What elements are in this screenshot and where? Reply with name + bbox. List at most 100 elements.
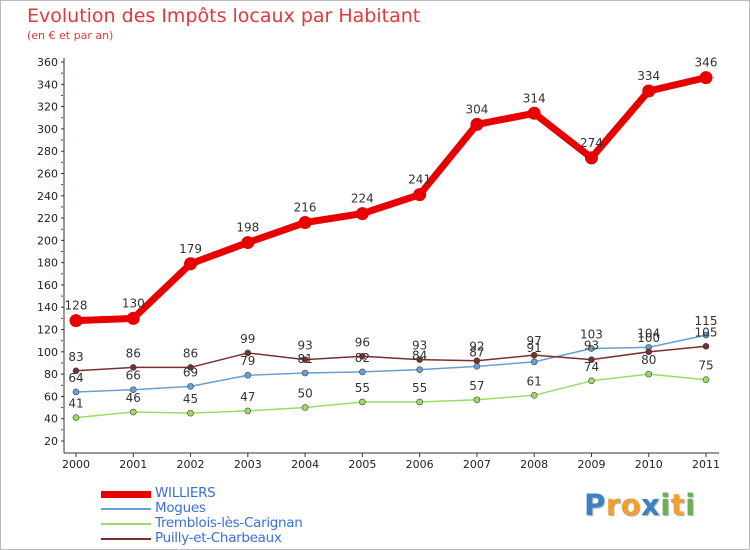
y-tick-label: 140 [37, 301, 58, 314]
y-tick-label: 220 [37, 212, 58, 225]
data-label: 91 [527, 341, 542, 355]
data-label: 87 [469, 345, 484, 359]
data-label: 100 [637, 331, 660, 345]
data-point [416, 366, 423, 373]
data-label: 45 [183, 392, 198, 406]
series-line-1 [72, 74, 710, 325]
legend-swatch [101, 490, 151, 498]
series-line-3 [75, 373, 707, 419]
data-label: 64 [68, 371, 83, 385]
data-label: 93 [584, 339, 599, 353]
data-label: 334 [637, 69, 660, 83]
data-point [473, 357, 481, 365]
y-tick-label: 60 [44, 390, 58, 403]
y-tick-label: 20 [44, 435, 58, 448]
data-label: 93 [412, 339, 427, 353]
data-label: 61 [527, 374, 542, 388]
data-label: 92 [469, 340, 484, 354]
data-point [187, 364, 194, 371]
x-tick-label: 2001 [119, 458, 147, 471]
data-point [413, 188, 427, 202]
data-label: 41 [68, 397, 83, 411]
data-label: 314 [523, 91, 546, 105]
data-label: 224 [351, 192, 374, 206]
data-label: 128 [65, 299, 88, 313]
data-label: 82 [355, 351, 370, 365]
y-tick-label: 340 [37, 78, 58, 91]
data-label: 274 [580, 136, 603, 150]
legend-swatch [101, 508, 151, 510]
legend-label: WILLIERS [155, 485, 216, 501]
data-label: 50 [297, 387, 312, 401]
y-tick-label: 360 [37, 56, 58, 69]
data-point [588, 377, 595, 385]
data-label: 93 [297, 339, 312, 353]
x-tick-label: 2000 [62, 458, 90, 471]
legend-label: Puilly-et-Charbeaux [155, 530, 282, 546]
data-label: 96 [355, 335, 370, 349]
x-tick-label: 2003 [234, 458, 262, 471]
chart-subtitle: (en € et par an) [27, 29, 114, 42]
data-point [244, 407, 252, 415]
data-point [359, 398, 366, 406]
data-point [126, 311, 140, 325]
chart-title: Evolution des Impôts locaux par Habitant [27, 5, 421, 27]
data-label: 241 [408, 173, 431, 187]
y-tick-label: 260 [37, 167, 58, 180]
data-label: 80 [641, 353, 656, 367]
data-point [702, 342, 710, 350]
data-label: 304 [465, 102, 488, 116]
data-label: 46 [126, 391, 141, 405]
data-point [702, 331, 710, 339]
data-label: 75 [698, 359, 713, 373]
data-label: 86 [183, 346, 198, 360]
logo-letter: P [584, 488, 606, 522]
data-point [184, 257, 198, 271]
y-tick-label: 200 [37, 234, 58, 247]
logo-letter: o [620, 488, 642, 522]
x-tick-label: 2011 [692, 458, 720, 471]
data-point [473, 363, 481, 370]
data-point [72, 414, 80, 421]
x-tick-label: 2010 [635, 458, 663, 471]
data-point [129, 386, 137, 394]
y-tick-label: 240 [37, 190, 58, 203]
data-point [699, 71, 713, 85]
y-tick-label: 120 [37, 324, 58, 337]
y-tick-label: 40 [44, 413, 58, 426]
data-point [359, 352, 366, 360]
x-tick-label: 2007 [463, 458, 491, 471]
data-label: 69 [183, 365, 198, 379]
data-label: 103 [580, 327, 603, 341]
data-label: 104 [637, 326, 660, 340]
data-point [588, 356, 595, 363]
data-point [301, 404, 309, 411]
data-point [416, 356, 423, 363]
data-label: 105 [695, 325, 718, 339]
data-label: 66 [126, 369, 141, 383]
proxiti-logo: Proxiti [584, 488, 696, 522]
logo-letter: i [660, 488, 671, 522]
y-tick-label: 180 [37, 257, 58, 270]
data-point [129, 364, 137, 371]
data-label: 47 [240, 390, 255, 404]
x-tick-label: 2005 [348, 458, 376, 471]
x-tick-label: 2009 [577, 458, 605, 471]
data-point [702, 376, 710, 383]
data-point [588, 345, 595, 352]
data-point [642, 84, 656, 98]
data-point [473, 396, 481, 404]
data-label: 216 [294, 201, 317, 215]
data-point [244, 371, 252, 379]
y-tick-label: 320 [37, 101, 58, 114]
logo-letter: r [605, 488, 621, 522]
legend-label: Tremblois-lès-Carignan [155, 515, 303, 531]
data-label: 74 [584, 360, 599, 374]
data-point [301, 356, 309, 363]
data-point [355, 207, 369, 221]
logo-letter: t [670, 488, 686, 522]
data-label: 97 [527, 334, 542, 348]
y-tick-label: 300 [37, 123, 58, 136]
data-point [359, 368, 366, 376]
data-point [530, 351, 538, 359]
